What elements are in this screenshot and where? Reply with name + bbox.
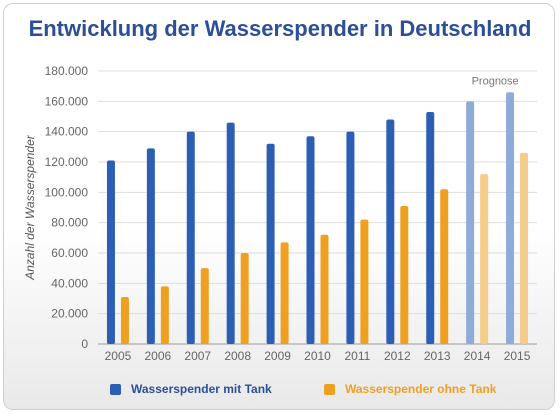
- legend-item-mit-tank: Wasserspender mit Tank: [110, 381, 272, 397]
- bar-mit-tank-2007: [186, 131, 195, 344]
- legend-label-mit-tank: Wasserspender mit Tank: [131, 382, 272, 396]
- bar-mit-tank-2009: [266, 143, 275, 344]
- bar-mit-tank-2013: [426, 111, 435, 344]
- bar-ohne-tank-2009: [280, 242, 289, 344]
- x-tick-label: 2015: [504, 349, 531, 363]
- bar-ohne-tank-2011: [360, 219, 369, 344]
- y-axis-ticks: 0 20.000 40.000 60.000 80.000 100.000 120.000 1…: [45, 64, 89, 351]
- y-tick-label: 40.000: [51, 276, 88, 290]
- y-axis-label: Anzahl der Wasserspender: [23, 134, 37, 281]
- y-tick-label: 140.000: [45, 125, 89, 139]
- legend-label-ohne-tank: Wasserspender ohne Tank: [345, 382, 497, 396]
- bar-mit-tank-2015: [506, 92, 515, 344]
- bar-mit-tank-2014: [466, 101, 475, 344]
- y-tick-label: 100.000: [45, 185, 89, 199]
- x-tick-label: 2014: [464, 349, 491, 363]
- bar-mit-tank-2010: [306, 136, 315, 344]
- bar-mit-tank-2012: [386, 119, 395, 345]
- bar-ohne-tank-2008: [240, 253, 249, 344]
- legend-item-ohne-tank: Wasserspender ohne Tank: [324, 381, 496, 397]
- bar-ohne-tank-2006: [160, 286, 169, 344]
- forecast-annotation: Prognose: [472, 75, 519, 87]
- x-tick-label: 2008: [224, 349, 251, 363]
- x-tick-label: 2005: [105, 349, 132, 363]
- x-tick-label: 2013: [424, 349, 451, 363]
- x-tick-label: 2012: [384, 349, 411, 363]
- bar-ohne-tank-2014: [480, 174, 489, 344]
- y-tick-label: 60.000: [51, 246, 88, 260]
- y-tick-label: 160.000: [45, 94, 89, 108]
- bar-mit-tank-2006: [146, 148, 155, 344]
- y-tick-label: 80.000: [51, 216, 88, 230]
- bar-ohne-tank-2013: [440, 189, 449, 344]
- x-tick-label: 2011: [345, 349, 371, 363]
- y-tick-label: 0: [81, 337, 88, 351]
- x-tick-label: 2006: [145, 349, 172, 363]
- x-tick-label: 2010: [304, 349, 331, 363]
- bar-ohne-tank-2012: [400, 205, 409, 344]
- x-axis-ticks: 2005 2006 2007 2008 2009 2010 2011 2012 2013 2014…: [105, 349, 531, 363]
- bar-ohne-tank-2010: [320, 234, 329, 344]
- bar-mit-tank-2011: [346, 131, 355, 344]
- bars: [106, 92, 529, 345]
- chart-title: Entwicklung der Wasserspender in Deutsch…: [28, 16, 532, 41]
- bar-ohne-tank-2007: [200, 268, 209, 344]
- x-tick-label: 2009: [264, 349, 291, 363]
- x-tick-label: 2007: [184, 349, 211, 363]
- bar-mit-tank-2008: [226, 122, 235, 344]
- gridlines: [98, 70, 537, 345]
- legend-swatch-mit-tank: [110, 383, 121, 395]
- bar-ohne-tank-2005: [120, 296, 129, 344]
- y-tick-label: 180.000: [45, 64, 89, 78]
- bar-ohne-tank-2015: [520, 152, 529, 344]
- bar-mit-tank-2005: [106, 160, 115, 344]
- y-tick-label: 120.000: [45, 155, 89, 169]
- legend-swatch-ohne-tank: [324, 383, 335, 395]
- y-tick-label: 20.000: [51, 307, 88, 321]
